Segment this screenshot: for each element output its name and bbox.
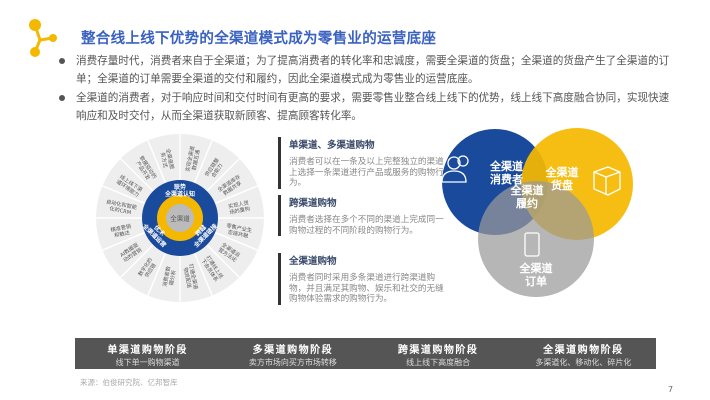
bullet-item: 全渠道的消费者，对于响应时间和交付时间有更高的要求，需要零售业整合线上线下的优势… — [56, 89, 676, 125]
stage-sub: 多渠道化、移动化、碎片化 — [535, 358, 632, 367]
desc-text: 消费者选择在多个不同的渠道上完成同一购物过程的不同阶段的购物行为。 — [289, 215, 444, 236]
venn-diagram: 全渠道消费者 全渠道货盘 全渠道订单 全渠道履约 — [441, 128, 633, 297]
stage-bar: 单渠道购物阶段 线下单一购物渠道 多渠道购物阶段 卖方市场向买方市场转移 跨渠道购物… — [75, 338, 656, 369]
stage-title: 单渠道购物阶段 — [107, 345, 188, 356]
stage-single: 单渠道购物阶段 线下单一购物渠道 — [75, 338, 220, 369]
bullet-text: 全渠道的消费者，对于响应时间和交付时间有更高的要求，需要零售业整合线上线下的优势… — [76, 92, 670, 122]
logo-icon — [29, 19, 57, 57]
stage-omni: 全渠道购物阶段 多渠道化、移动化、碎片化 — [511, 338, 656, 369]
stage-cross: 跨渠道购物阶段 线上线下高度融合 — [366, 338, 511, 369]
desc-text: 消费者同时采用多条渠道进行跨渠道购物，并且满足其购物、娱乐和社交的无缝购物体验需… — [289, 273, 444, 304]
stage-title: 跨渠道购物阶段 — [397, 345, 479, 356]
page-number: 7 — [668, 385, 674, 394]
tablet-icon — [524, 232, 540, 257]
desc-title: 跨渠道购物 — [289, 198, 337, 209]
box-icon — [593, 166, 621, 196]
bullet-list: 消费存量时代，消费者来自于全渠道；为了提高消费者的转化率和忠诚度，需要全渠道的货… — [56, 52, 676, 126]
stage-title: 全渠道购物阶段 — [543, 345, 624, 356]
venn-goods-label: 全渠道货盘 — [545, 165, 579, 192]
desc-omni-channel: 全渠道购物消费者同时采用多条渠道进行跨渠道购物，并且满足其购物、娱乐和社交的无缝… — [278, 253, 448, 305]
stage-title: 多渠道购物阶段 — [252, 345, 334, 356]
desc-title: 单渠道、多渠道购物 — [289, 140, 375, 151]
venn-consumer-label: 全渠道消费者 — [489, 159, 523, 186]
stage-sub: 卖方市场向买方市场转移 — [248, 358, 337, 367]
stage-multi: 多渠道购物阶段 卖方市场向买方市场转移 — [220, 338, 365, 369]
page-title: 整合线上线下优势的全渠道模式成为零售业的运营底座 — [81, 31, 437, 47]
venn-order-circle — [478, 181, 594, 297]
bullet-item: 消费存量时代，消费者来自于全渠道；为了提高消费者的转化率和忠诚度，需要全渠道的货… — [56, 52, 676, 88]
wheel-inner-label: 联势全渠道认知 — [164, 183, 195, 198]
users-icon — [441, 155, 469, 183]
wheel-segment-label: 实现人货场的重构 — [227, 198, 250, 216]
stage-sub: 线上线下高度融合 — [406, 358, 471, 367]
desc-cross-channel: 跨渠道购物消费者选择在多个不同的渠道上完成同一购物过程的不同阶段的购物行为。 — [278, 195, 448, 236]
bullet-dot-icon — [59, 95, 65, 101]
bullet-dot-icon — [59, 58, 65, 64]
wheel-segment-label: 精准营销和触达 — [110, 222, 133, 240]
desc-title: 全渠道购物 — [289, 256, 337, 267]
source-note: 来源：伯俊研究院、亿邦智库 — [80, 378, 178, 387]
wheel-center-label: 全渠道 — [170, 214, 190, 223]
omnichannel-wheel: 实现全渠道数据互通 供应链整合能力全渠道库存数据共享实现人货场的重构零售产业生态链… — [96, 134, 264, 302]
venn-fulfillment-label: 全渠道履约 — [510, 183, 544, 210]
wheel-core — [166, 204, 194, 232]
stage-sub: 线下单一购物渠道 — [115, 358, 180, 367]
desc-text: 消费者可以在一条及以上完整独立的渠道上选择一条渠道进行产品或服务的购物行为。 — [289, 157, 444, 188]
venn-order-label: 全渠道订单 — [519, 261, 553, 288]
desc-single-multi-channel: 单渠道、多渠道购物消费者可以在一条及以上完整独立的渠道上选择一条渠道进行产品或服… — [278, 137, 448, 189]
bullet-text: 消费存量时代，消费者来自于全渠道；为了提高消费者的转化率和忠诚度，需要全渠道的货… — [76, 55, 670, 85]
